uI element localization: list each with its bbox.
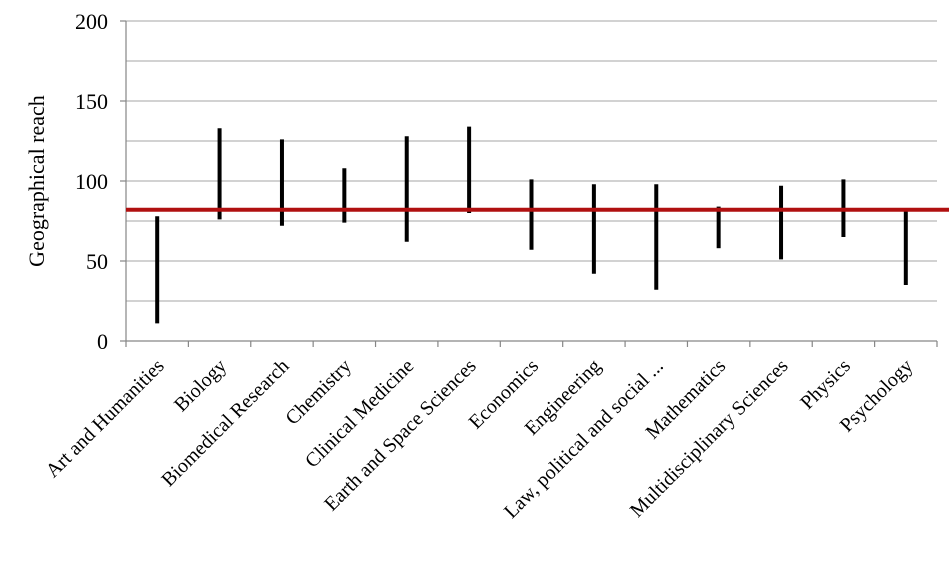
y-tick-labels: 0 50 100 150 200 <box>75 9 108 354</box>
range-bars <box>155 126 908 324</box>
y-tick-label: 200 <box>75 9 108 34</box>
axes <box>120 20 938 347</box>
x-category-label: Art and Humanities <box>42 355 169 482</box>
y-tick-label: 100 <box>75 169 108 194</box>
y-tick-label: 0 <box>97 329 108 354</box>
y-axis-title: Geographical reach <box>24 95 49 267</box>
y-tick-label: 150 <box>75 89 108 114</box>
x-category-label: Clinical Medicine <box>301 355 418 472</box>
x-category-label: Physics <box>796 355 855 414</box>
x-category-label: Biology <box>170 355 231 416</box>
y-tick-label: 50 <box>86 249 108 274</box>
gridlines <box>126 20 937 302</box>
